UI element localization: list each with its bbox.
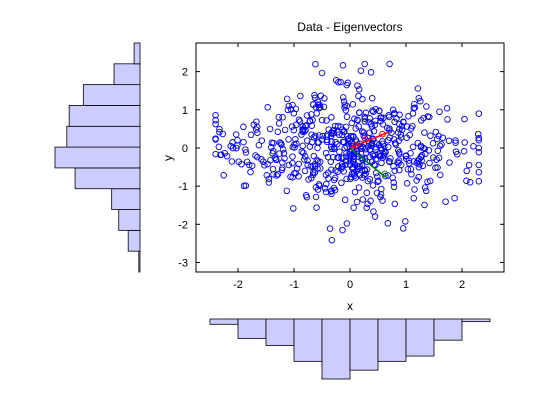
x-axis-label: x	[347, 299, 353, 313]
x-histogram-bar	[406, 319, 434, 356]
x-tick-label: -2	[233, 279, 243, 291]
y-marginal-histogram	[55, 43, 140, 272]
y-tick-label: 1	[182, 105, 188, 117]
x-tick-label: -1	[289, 279, 299, 291]
x-histogram-bar	[238, 319, 266, 338]
scatter-axes: -2 -1 0 1 2 -3 -2 -1 0 1 2	[178, 43, 504, 291]
x-histogram-bar	[462, 319, 490, 322]
y-tick-label: 0	[182, 143, 188, 155]
x-histogram-bar	[266, 319, 294, 345]
x-histogram-bar	[434, 319, 462, 340]
x-histogram-bar	[322, 319, 350, 379]
x-marginal-histogram	[210, 319, 490, 379]
chart-title: Data - Eigenvectors	[297, 20, 402, 34]
y-histogram-bar	[75, 168, 140, 189]
y-tick-label: -2	[178, 219, 188, 231]
y-tick-label: 2	[182, 67, 188, 79]
x-tick-label: 1	[403, 279, 409, 291]
y-histogram-bar	[55, 147, 140, 168]
y-histogram-bar	[67, 126, 140, 147]
x-histogram-bar	[210, 319, 238, 324]
y-histogram-bar	[128, 230, 140, 251]
y-histogram-bar	[119, 210, 140, 231]
y-tick-label: -1	[178, 181, 188, 193]
y-histogram-bar	[112, 189, 140, 210]
y-histogram-bar	[69, 105, 140, 126]
y-histogram-bar	[134, 43, 140, 64]
y-tick-label: -3	[178, 257, 188, 269]
x-tick-label: 2	[459, 279, 465, 291]
x-histogram-bar	[294, 319, 322, 361]
x-histogram-bar	[378, 319, 406, 361]
y-histogram-bar	[139, 251, 140, 272]
x-tick-label: 0	[347, 279, 353, 291]
y-axis-label: y	[161, 155, 175, 161]
y-histogram-bar	[83, 85, 140, 106]
y-histogram-bar	[114, 64, 140, 85]
x-histogram-bar	[350, 319, 378, 370]
